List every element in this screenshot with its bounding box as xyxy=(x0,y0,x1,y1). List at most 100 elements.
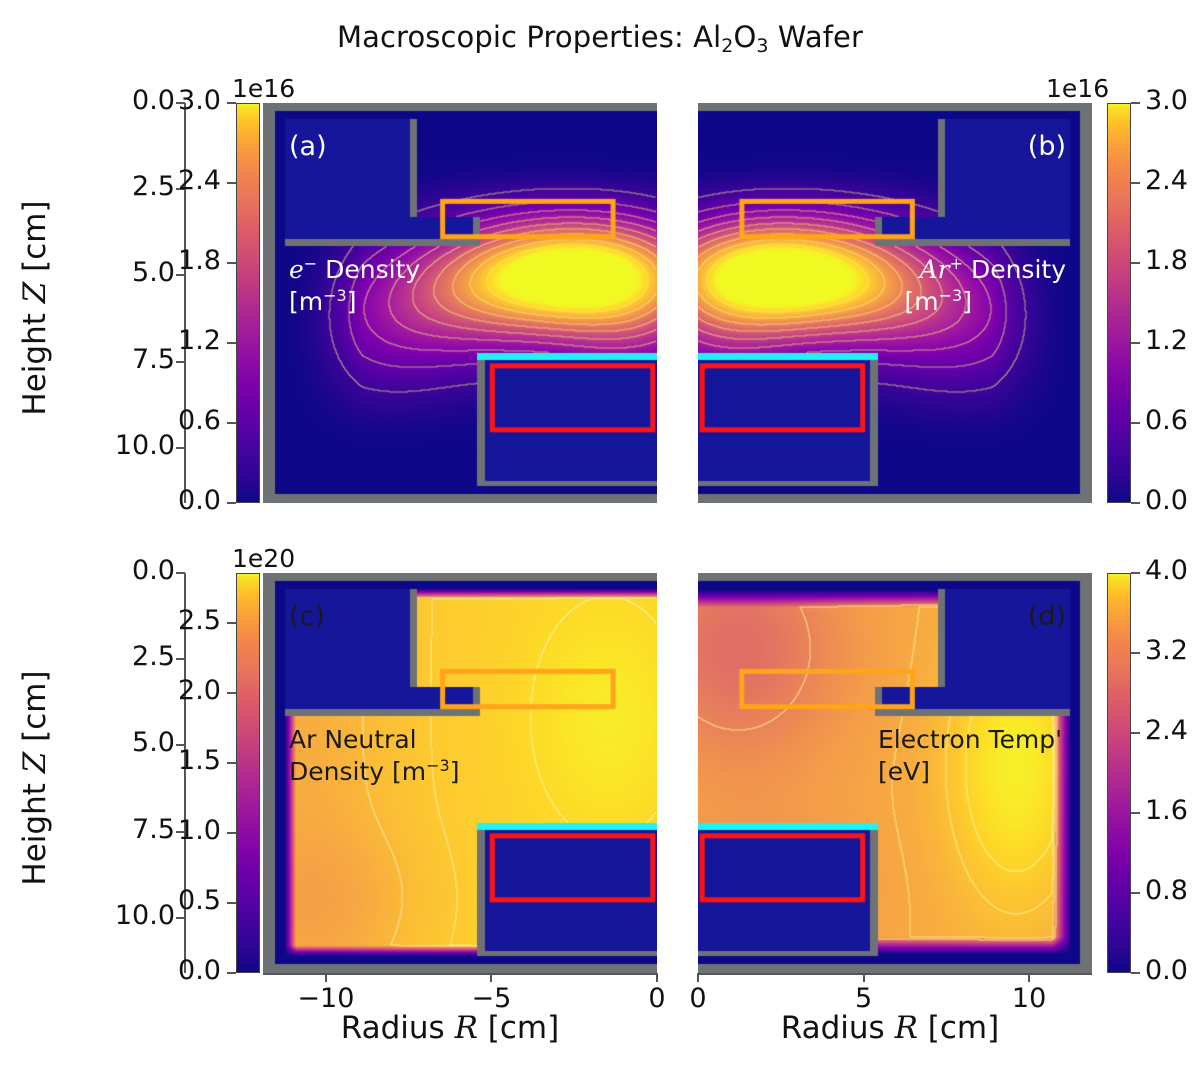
cbar-c-tick-label-5: 2.5 xyxy=(178,605,221,637)
title-suffix: Wafer xyxy=(768,20,863,54)
cbar-d-tick-label-5: 4.0 xyxy=(1145,555,1188,586)
panel-a-electron-density[interactable]: (a) e− Density [m−3] xyxy=(263,103,657,503)
colorbar-a[interactable] xyxy=(236,103,260,503)
cbar-c-tick-mark-1 xyxy=(227,902,236,905)
y-tick-label-1-2: 5.0 xyxy=(132,257,175,289)
panel-a-unit-tail: ] xyxy=(346,287,357,316)
panel-a-unit-exp: −3 xyxy=(323,286,347,306)
panel-b-unit-base: [m xyxy=(904,287,939,316)
y-tick-mark-2-4 xyxy=(176,916,185,919)
cbar-a-tick-mark-4 xyxy=(227,182,236,184)
cbar-a-tick-label-5: 3.0 xyxy=(178,85,221,116)
x-label-unit: [cm] xyxy=(477,1010,560,1046)
cbar-b-tick-label-2: 1.2 xyxy=(1145,325,1188,356)
x-tick-left-label-1: −5 xyxy=(471,983,512,1014)
y-axis-label-row2: Height Z [cm] xyxy=(17,648,53,908)
cbar-d-tick-label-4: 3.2 xyxy=(1145,635,1188,666)
x-axis-label-right: Radius R [cm] xyxy=(680,1010,1100,1046)
cbar-c-tick-mark-3 xyxy=(227,762,236,765)
cbar-b-tick-label-3: 1.8 xyxy=(1145,245,1188,276)
panel-a-heatmap xyxy=(263,103,657,503)
cbar-d-tick-label-2: 1.6 xyxy=(1145,795,1188,826)
cbar-c-tick-label-0: 0.0 xyxy=(178,955,221,986)
y-tick-label-2-1: 2.5 xyxy=(132,641,175,673)
panel-c-units: Density [m−3] xyxy=(289,756,459,787)
y-tick-mark-1-2 xyxy=(176,274,185,277)
y-tick-mark-1-0 xyxy=(176,102,185,104)
cbar-a-tick-mark-5 xyxy=(227,102,236,104)
panel-c-neutral-density[interactable]: (c) Ar Neutral Density [m−3] xyxy=(263,573,657,973)
title-prefix: Macroscopic Properties: Al xyxy=(337,20,722,54)
y-tick-label-2-3: 7.5 xyxy=(132,813,175,845)
panel-b-tag: (b) xyxy=(1027,131,1066,162)
panel-b-unit-exp: −3 xyxy=(938,286,963,306)
panel-c-quantity: Ar Neutral xyxy=(289,725,417,754)
y-tick-mark-1-1 xyxy=(176,188,185,191)
x-tick-right-label-0: 0 xyxy=(689,983,707,1014)
panel-d-electron-temperature[interactable]: (d) Electron Temp' [eV] xyxy=(698,573,1092,973)
cbar-d-tick-mark-3 xyxy=(1131,732,1140,734)
panel-b-ion-density[interactable]: (b) Ar+ Density [m−3] xyxy=(698,103,1092,503)
panel-a-species: e xyxy=(289,255,304,284)
panel-a-units: [m−3] xyxy=(289,286,357,317)
cbar-b-tick-mark-4 xyxy=(1131,182,1140,184)
x-tick-left-mark-0 xyxy=(324,973,327,982)
colorbar-d[interactable] xyxy=(1107,573,1131,973)
cbar-d-tick-mark-2 xyxy=(1131,812,1140,814)
cbar-d-tick-label-0: 0.0 xyxy=(1145,955,1188,986)
panel-d-tag: (d) xyxy=(1027,601,1066,632)
y-tick-label-1-0: 0.0 xyxy=(132,85,175,116)
panel-b-quantity: Ar+ Density xyxy=(919,254,1066,285)
y-tick-mark-2-3 xyxy=(176,830,185,833)
cbar-c-tick-label-3: 1.5 xyxy=(178,745,221,777)
y-tick-label-2-2: 5.0 xyxy=(132,727,175,759)
x-tick-left-spine xyxy=(263,973,657,975)
cbar-b-tick-label-0: 0.0 xyxy=(1145,485,1188,516)
colorbar-b[interactable] xyxy=(1107,103,1131,503)
x-label-text: Radius xyxy=(780,1010,895,1046)
cbar-b-tick-mark-3 xyxy=(1131,262,1140,264)
y-axis-label-row1: Height Z [cm] xyxy=(17,178,53,438)
y-tick-mark-2-0 xyxy=(176,572,185,574)
x-label-text: Radius xyxy=(340,1010,455,1046)
panel-d-quantity: Electron Temp' xyxy=(878,725,1062,754)
x-tick-right-mark-0 xyxy=(697,973,699,982)
cbar-b-tick-label-1: 0.6 xyxy=(1145,405,1188,436)
y-axis-spine-1 xyxy=(184,103,186,503)
panel-d-unit-tail: ] xyxy=(920,757,931,786)
cbar-a-tick-label-2: 1.2 xyxy=(178,325,221,356)
title-sub-2: 2 xyxy=(721,34,734,57)
cbar-c-tick-label-2: 1.0 xyxy=(178,815,221,847)
cbar-a-tick-label-3: 1.8 xyxy=(178,245,221,276)
panel-c-unit-base: Density [m xyxy=(289,757,427,786)
cbar-c-tick-label-1: 0.5 xyxy=(178,885,221,917)
cbar-c-tick-mark-4 xyxy=(227,692,236,695)
cbar-d-tick-label-3: 2.4 xyxy=(1145,715,1188,746)
cbar-a-tick-label-0: 0.0 xyxy=(178,485,221,516)
cbar-d-tick-mark-5 xyxy=(1131,572,1140,574)
x-tick-right-label-1: 5 xyxy=(854,983,873,1014)
colorbar-c[interactable] xyxy=(236,573,260,973)
y-tick-label-1-4: 10.0 xyxy=(114,429,175,461)
panel-a-quantity-word: Density xyxy=(317,255,421,284)
y-axis-spine-2 xyxy=(184,573,186,973)
panel-a-quantity: e− Density xyxy=(289,254,421,285)
x-tick-left-label-2: 0 xyxy=(648,983,666,1014)
cbar-b-tick-mark-5 xyxy=(1131,102,1140,104)
panel-b-species: Ar xyxy=(919,255,950,284)
panel-b-unit-tail: ] xyxy=(962,287,972,316)
panel-b-quantity-word: Density xyxy=(963,255,1066,284)
x-tick-left-label-0: −10 xyxy=(297,983,355,1014)
y-tick-mark-2-2 xyxy=(176,744,185,747)
cbar-b-tick-label-4: 2.4 xyxy=(1145,165,1188,196)
x-axis-label-left: Radius R [cm] xyxy=(240,1010,660,1046)
cbar-c-tick-mark-2 xyxy=(227,832,236,835)
panel-d-heatmap xyxy=(698,573,1092,973)
x-tick-right-spine xyxy=(698,973,1092,975)
panel-a-charge: − xyxy=(303,254,318,274)
cbar-d-tick-label-1: 0.8 xyxy=(1145,875,1188,906)
y-tick-mark-1-4 xyxy=(176,446,185,449)
title-sub-3: 3 xyxy=(756,34,769,57)
cbar-c-tick-mark-5 xyxy=(227,622,236,625)
